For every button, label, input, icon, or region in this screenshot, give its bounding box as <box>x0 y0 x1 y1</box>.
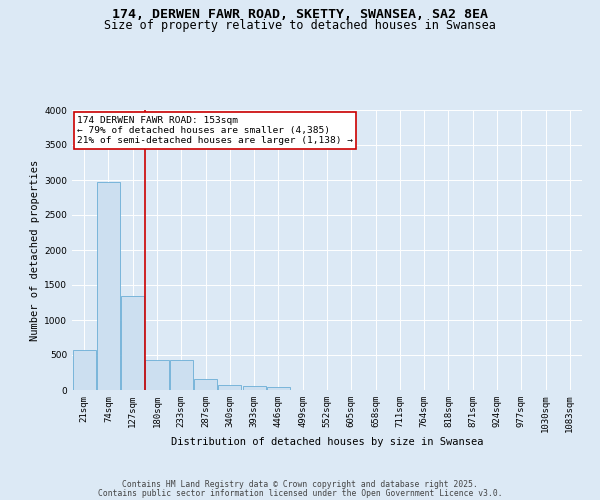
Bar <box>267 387 290 390</box>
Text: 174, DERWEN FAWR ROAD, SKETTY, SWANSEA, SA2 8EA: 174, DERWEN FAWR ROAD, SKETTY, SWANSEA, … <box>112 8 488 20</box>
Text: Contains HM Land Registry data © Crown copyright and database right 2025.: Contains HM Land Registry data © Crown c… <box>122 480 478 489</box>
X-axis label: Distribution of detached houses by size in Swansea: Distribution of detached houses by size … <box>171 436 483 446</box>
Bar <box>145 360 169 390</box>
Y-axis label: Number of detached properties: Number of detached properties <box>30 160 40 340</box>
Text: Size of property relative to detached houses in Swansea: Size of property relative to detached ho… <box>104 19 496 32</box>
Bar <box>170 360 193 390</box>
Bar <box>121 296 144 390</box>
Bar <box>242 386 266 390</box>
Bar <box>218 385 241 390</box>
Text: Contains public sector information licensed under the Open Government Licence v3: Contains public sector information licen… <box>98 489 502 498</box>
Bar <box>194 379 217 390</box>
Bar <box>97 182 120 390</box>
Text: 174 DERWEN FAWR ROAD: 153sqm
← 79% of detached houses are smaller (4,385)
21% of: 174 DERWEN FAWR ROAD: 153sqm ← 79% of de… <box>77 116 353 146</box>
Bar <box>73 350 95 390</box>
